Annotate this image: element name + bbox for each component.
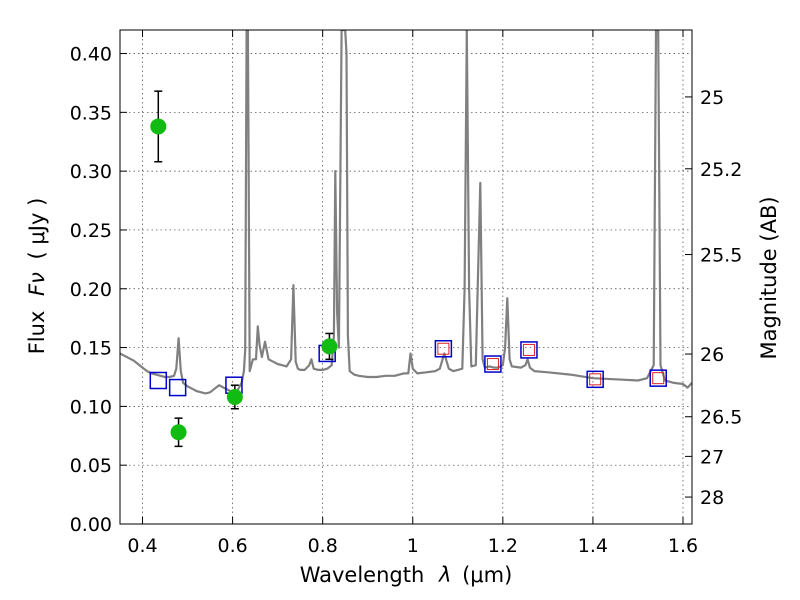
y-tick-label: 0.05 <box>70 455 112 477</box>
model-inner-square-marker <box>522 343 535 356</box>
y-tick-label: 0.35 <box>70 102 112 124</box>
y2-tick-label: 26 <box>700 344 724 366</box>
x-axis-label-unit: (μm) <box>462 563 512 587</box>
model-square-marker <box>168 378 187 397</box>
x-axis-label: Wavelength λ (μm) <box>300 563 513 587</box>
y-axis-label: Flux Fν ( μJy ) <box>25 198 49 355</box>
ticks: 0.4 0.6 0.8 1 1.2 1.4 1.6 0.00 0.05 0.10 0.15 0.20 0… <box>70 30 742 557</box>
y-tick-label: 0.00 <box>70 514 112 536</box>
y2-tick-label: 28 <box>700 487 724 509</box>
y-tick-label: 0.30 <box>70 161 112 183</box>
plot-frame <box>119 29 693 525</box>
spectrum-layer <box>120 30 692 395</box>
y-axis-label-prefix: Flux <box>25 311 49 355</box>
x-tick-label: 1.2 <box>488 535 518 557</box>
model-inner-square-marker <box>437 342 450 355</box>
y-axis-label-unit: ( μJy ) <box>25 198 49 260</box>
spectrum-line <box>120 30 692 395</box>
model-inner-square-marker <box>652 372 665 385</box>
y-tick-label: 0.10 <box>70 396 112 418</box>
y-tick-label: 0.20 <box>70 279 112 301</box>
x-tick-label: 0.4 <box>127 535 157 557</box>
x-tick-label: 1.6 <box>668 535 698 557</box>
y2-tick-label: 25.5 <box>700 245 742 267</box>
x-tick-label: 0.8 <box>308 535 338 557</box>
model-square-marker <box>434 339 453 358</box>
marker-layer <box>149 90 667 448</box>
grid <box>120 30 692 525</box>
y-axis-label-symbol: Fν <box>25 272 49 296</box>
y-tick-label: 0.40 <box>70 44 112 66</box>
model-square-marker <box>649 369 667 387</box>
model-inner-square-marker <box>589 373 602 386</box>
model-square-marker <box>484 355 502 373</box>
observed-point <box>226 388 243 405</box>
y2-tick-label: 25.2 <box>700 159 742 181</box>
observed-point <box>321 338 338 355</box>
observed-point <box>150 118 167 135</box>
y-tick-label: 0.25 <box>70 220 112 242</box>
y2-tick-label: 27 <box>700 446 724 468</box>
y-tick-label: 0.15 <box>70 338 112 360</box>
model-square-marker <box>586 370 604 389</box>
model-inner-square-marker <box>486 358 499 371</box>
y2-tick-label: 26.5 <box>700 407 742 429</box>
x-tick-label: 1 <box>407 535 419 557</box>
y2-tick-label: 25 <box>700 87 724 109</box>
observed-point <box>170 424 187 441</box>
x-tick-label: 1.4 <box>578 535 608 557</box>
model-square-marker <box>520 341 538 359</box>
x-axis-label-symbol: λ <box>438 563 451 587</box>
x-tick-label: 0.6 <box>217 535 247 557</box>
y2-axis-label: Magnitude (AB) <box>757 196 781 359</box>
model-square-marker <box>149 371 168 390</box>
x-axis-label-prefix: Wavelength <box>300 563 425 587</box>
